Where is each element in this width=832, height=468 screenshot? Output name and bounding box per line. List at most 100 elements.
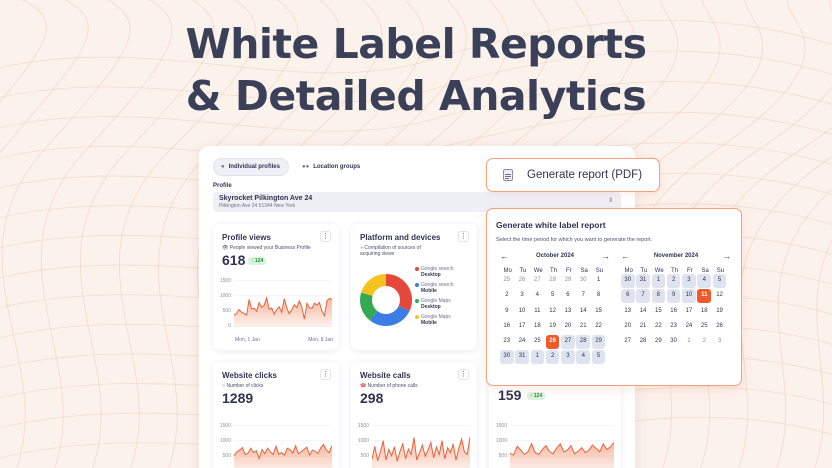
calendar-day[interactable]: 18	[534, 322, 541, 329]
hero-line-2: & Detailed Analytics	[185, 72, 647, 120]
next-month-arrow-icon[interactable]: →	[722, 251, 731, 261]
calendar-day[interactable]: 8	[651, 289, 666, 303]
calendar-day[interactable]: 29	[655, 338, 662, 345]
calendar-day[interactable]: 14	[579, 307, 587, 314]
tab-location-groups[interactable]: ●● Location groups	[295, 158, 368, 176]
calendar-day[interactable]: 4	[535, 292, 540, 299]
more-options-icon[interactable]: ⋮	[320, 231, 331, 242]
calendar-day[interactable]: 29	[591, 335, 606, 349]
calendar-day[interactable]: 3	[520, 292, 524, 299]
calendar-day[interactable]: 11	[534, 307, 541, 314]
calendar-day-selected[interactable]: 26	[545, 335, 560, 349]
calendar-day[interactable]: 18	[700, 307, 708, 314]
calendar-day[interactable]: 5	[591, 350, 606, 364]
calendar-day[interactable]: 5	[550, 292, 555, 299]
calendar-day[interactable]: 1	[651, 274, 666, 288]
calendar-day[interactable]: 10	[518, 307, 526, 314]
calendar-day[interactable]: 16	[503, 322, 511, 329]
calendar-day[interactable]: 24	[518, 338, 526, 345]
calendar-day[interactable]: 15	[655, 307, 662, 314]
calendar-day[interactable]: 26	[518, 277, 526, 283]
calendar-day[interactable]: 31	[636, 274, 650, 288]
calendar-day[interactable]: 2	[505, 292, 509, 299]
more-options-icon[interactable]: ⋮	[320, 369, 331, 380]
next-month-arrow-icon[interactable]: →	[601, 251, 610, 261]
chevron-updown-icon: ⇕	[607, 198, 613, 204]
calendar-day[interactable]: 22	[655, 322, 662, 329]
modal-title: Generate white label report	[496, 220, 606, 230]
calendar-day[interactable]: 31	[515, 350, 529, 364]
calendar-day[interactable]: 7	[581, 292, 585, 299]
calendar-day[interactable]: 19	[549, 322, 556, 329]
calendar-day[interactable]: 15	[595, 307, 602, 314]
calendar-day[interactable]: 17	[518, 322, 526, 329]
calendar-day[interactable]: 23	[670, 322, 677, 329]
profile-views-chart	[234, 280, 332, 327]
calendar-day[interactable]: 20	[564, 322, 572, 329]
calendar-day[interactable]: 13	[564, 307, 572, 314]
white-label-report-modal: Generate white label report Select the t…	[486, 208, 742, 386]
donut-slice-google-maps-mobile	[360, 274, 412, 326]
calendar-day[interactable]: 29	[564, 277, 572, 283]
calendar-day[interactable]: 24	[685, 322, 693, 329]
calendar-day[interactable]: 8	[596, 292, 601, 299]
calendar-day[interactable]: 6	[621, 289, 635, 303]
calendar-day[interactable]: 1	[530, 350, 545, 364]
calendar-day[interactable]: 22	[595, 322, 602, 329]
calendar-day[interactable]: 21	[639, 322, 647, 329]
calendar-day[interactable]: 12	[549, 307, 556, 314]
calendar-day[interactable]: 4	[697, 274, 711, 288]
calendar-day[interactable]: 9	[666, 289, 681, 303]
calendar-day[interactable]: 6	[566, 292, 570, 299]
calendar-day[interactable]: 17	[685, 307, 693, 314]
calendar-day[interactable]: 27	[534, 277, 541, 283]
calendar-day[interactable]: 19	[716, 307, 723, 314]
website-calls-value: 298	[360, 390, 384, 406]
calendar-day[interactable]: 28	[639, 338, 647, 345]
calendar-day[interactable]: 3	[717, 338, 722, 345]
tab-individual-profiles[interactable]: ● Individual profiles	[213, 158, 289, 176]
calendar-day[interactable]: 1	[596, 277, 601, 283]
calendar-day[interactable]: 5	[712, 274, 727, 288]
calendar-day[interactable]: 30	[621, 274, 635, 288]
calendar-day[interactable]: 3	[561, 350, 575, 364]
calendar-day[interactable]: 4	[576, 350, 590, 364]
calendar-day[interactable]: 2	[666, 274, 681, 288]
calendar-day[interactable]: 20	[624, 322, 632, 329]
calendar-day-selected[interactable]: 11	[697, 289, 711, 303]
calendar-day[interactable]: 13	[624, 307, 632, 314]
profile-select[interactable]: Skyrocket Pilkington Ave 24 Pilkington A…	[213, 192, 621, 212]
calendar-day[interactable]: 25	[534, 338, 541, 345]
calendar-day[interactable]: 3	[682, 274, 696, 288]
calendar-day[interactable]: 14	[639, 307, 647, 314]
calendar-day[interactable]: 10	[682, 289, 696, 303]
calendar-day[interactable]: 16	[670, 307, 677, 314]
more-options-icon[interactable]: ⋮	[458, 231, 469, 242]
calendar-day[interactable]: 23	[503, 338, 511, 345]
calendar-day[interactable]: 1	[687, 338, 691, 345]
calendar-day[interactable]: 30	[670, 338, 677, 345]
more-options-icon[interactable]: ⋮	[458, 369, 469, 380]
calendar-day[interactable]: 9	[505, 307, 509, 314]
hero-heading: White Label Reports & Detailed Analytics	[0, 18, 832, 122]
prev-month-arrow-icon[interactable]: ←	[621, 251, 630, 261]
calendar-day[interactable]: 27	[561, 335, 575, 349]
calendar-day[interactable]: 7	[636, 289, 650, 303]
calendar-day[interactable]: 25	[503, 277, 511, 283]
calendar-day[interactable]: 2	[545, 350, 560, 364]
calendar-day[interactable]: 30	[500, 350, 514, 364]
calendar-day[interactable]: 26	[716, 322, 723, 329]
y-tick: 1000	[495, 438, 507, 444]
calendar-day[interactable]: 28	[549, 277, 556, 283]
calendar-day[interactable]: 2	[702, 338, 706, 345]
legend-item: Google Maps Desktop	[415, 298, 451, 310]
calendar-day[interactable]: 21	[579, 322, 587, 329]
calendar-day[interactable]: 12	[716, 292, 723, 299]
calendar-day[interactable]: 30	[579, 277, 587, 283]
calendar-november: ← November 2024 → Mo Tu We Th Fr Sa Su 3…	[621, 251, 731, 344]
generate-report-button[interactable]: Generate report (PDF)	[486, 158, 660, 192]
calendar-day[interactable]: 27	[624, 338, 632, 345]
calendar-day[interactable]: 25	[700, 322, 708, 329]
prev-month-arrow-icon[interactable]: ←	[500, 251, 509, 261]
calendar-day[interactable]: 28	[576, 335, 590, 349]
